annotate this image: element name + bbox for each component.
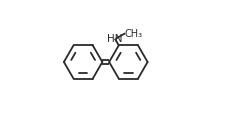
Text: HN: HN	[107, 34, 122, 44]
Text: CH₃: CH₃	[125, 29, 143, 39]
